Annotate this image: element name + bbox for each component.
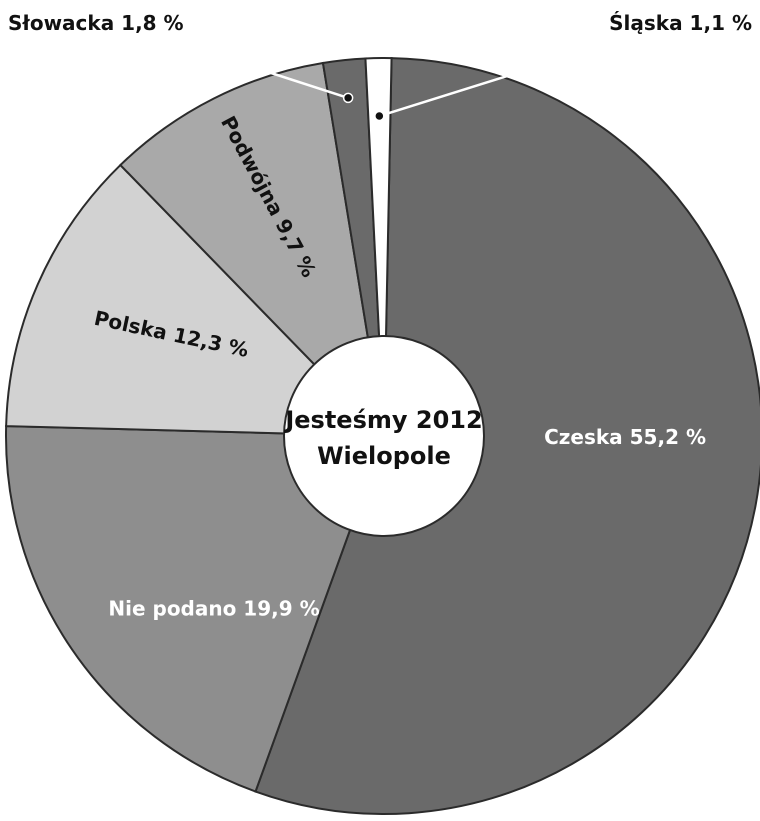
pie-slice-polska: [5, 163, 387, 438]
chart-subtitle: Wielopole: [317, 442, 451, 470]
leader-line--l-ska: [378, 36, 621, 118]
leader-dot--l-ska: [374, 110, 385, 122]
slice-label-s-owacka: Słowacka 1,8 %: [8, 11, 184, 35]
chart-title: Jesteśmy 2012: [283, 406, 482, 434]
slice-label-czeska: Czeska 55,2 %: [544, 425, 706, 449]
slice-label-nie-podano: Nie podano 19,9 %: [108, 597, 319, 621]
pie-slice-podw-jna: [118, 61, 386, 439]
slice-label--l-ska: Śląska 1,1 %: [609, 11, 752, 35]
center-circle: [283, 335, 485, 537]
leader-lines: [169, 36, 621, 122]
leader-line-s-owacka: [169, 36, 349, 100]
leader-dot-s-owacka: [342, 92, 354, 104]
pie-slice-nie-podano: [5, 425, 386, 793]
pie-slice-czeska: [254, 57, 760, 815]
